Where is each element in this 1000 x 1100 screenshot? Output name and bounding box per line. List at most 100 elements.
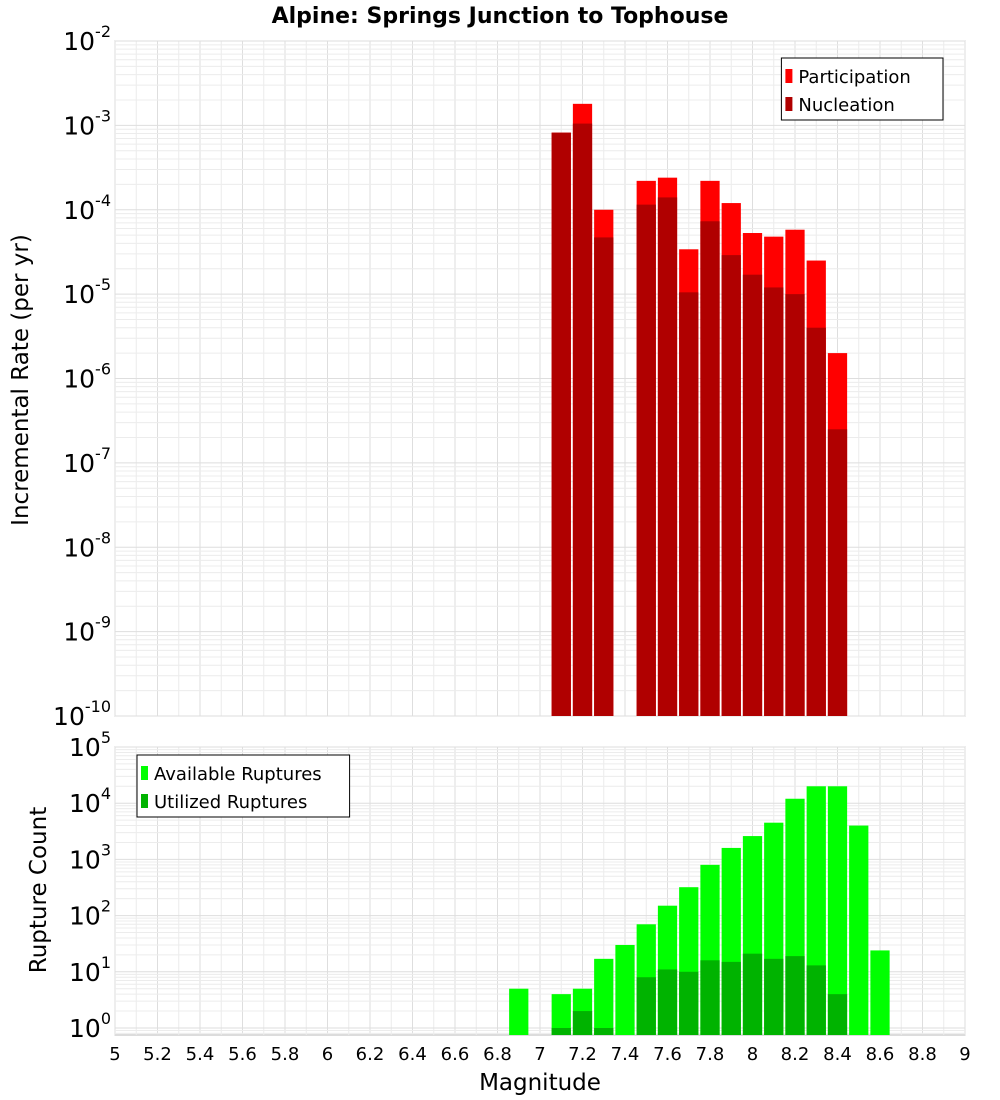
bottom-series-2	[551, 953, 848, 1035]
bar	[806, 327, 826, 716]
bar	[785, 294, 805, 716]
legend-label: Available Ruptures	[154, 764, 322, 785]
x-tick-label: 6.2	[356, 1044, 385, 1065]
bar	[700, 221, 720, 716]
y-tick-base: 10	[63, 449, 95, 478]
legend-label: Utilized Ruptures	[154, 792, 307, 813]
chart-title: Alpine: Springs Junction to Tophouse	[272, 4, 729, 29]
bar	[721, 255, 741, 716]
legend-swatch	[785, 97, 793, 111]
y-tick-exponent: -7	[95, 444, 111, 463]
bar	[764, 958, 784, 1035]
y-tick-base: 10	[69, 1014, 101, 1043]
x-tick-label: 5.8	[271, 1044, 300, 1065]
bottom-y-axis-label: Rupture Count	[26, 807, 52, 973]
bottom-legend: Available Ruptures Utilized Ruptures	[136, 754, 351, 818]
y-tick-exponent: 0	[101, 1009, 111, 1028]
y-tick-exponent: -9	[95, 613, 111, 632]
bar	[572, 123, 593, 716]
y-tick-exponent: 1	[101, 953, 111, 972]
y-tick-label: 104	[69, 784, 111, 818]
bar	[657, 969, 678, 1035]
x-tick-label: 5.6	[228, 1044, 257, 1065]
y-tick-exponent: -10	[85, 697, 111, 716]
x-tick-label: 7.6	[653, 1044, 682, 1065]
y-tick-label: 10-10	[53, 697, 111, 731]
bottom-bars	[509, 786, 890, 1035]
y-tick-exponent: 2	[101, 897, 111, 916]
y-tick-exponent: -8	[95, 528, 111, 547]
y-tick-base: 10	[69, 733, 101, 762]
x-tick-label: 5.2	[143, 1044, 172, 1065]
legend-box	[780, 57, 944, 121]
y-tick-base: 10	[69, 902, 101, 931]
y-tick-base: 10	[63, 533, 95, 562]
bar	[679, 292, 699, 716]
bar	[742, 274, 763, 716]
x-tick-label: 6.8	[483, 1044, 512, 1065]
legend-box	[136, 754, 351, 818]
bar	[594, 958, 614, 1035]
y-tick-label: 103	[69, 840, 111, 874]
y-tick-exponent: -5	[95, 275, 111, 294]
y-tick-base: 10	[63, 280, 95, 309]
y-tick-exponent: 4	[101, 784, 111, 803]
bar	[572, 1011, 593, 1035]
bar	[636, 977, 656, 1035]
bar	[827, 786, 848, 1035]
y-tick-label: 10-4	[63, 191, 111, 225]
x-tick-label: 9	[959, 1044, 970, 1065]
y-tick-label: 10-8	[63, 528, 111, 562]
y-tick-label: 10-5	[63, 275, 111, 309]
x-tick-label: 7.8	[696, 1044, 725, 1065]
y-tick-label: 10-7	[63, 444, 111, 478]
legend-label: Nucleation	[798, 95, 894, 116]
bar	[679, 971, 699, 1035]
top-legend: Participation Nucleation	[780, 57, 944, 121]
bar	[827, 994, 848, 1035]
y-tick-base: 10	[63, 196, 95, 225]
bar	[594, 237, 614, 716]
y-tick-label: 100	[69, 1009, 111, 1043]
bar	[806, 965, 826, 1035]
bar	[551, 994, 571, 1035]
y-tick-label: 101	[69, 953, 111, 987]
y-tick-label: 102	[69, 897, 111, 931]
x-tick-label: 7.4	[611, 1044, 640, 1065]
x-tick-label: 6.4	[398, 1044, 427, 1065]
y-tick-base: 10	[69, 845, 101, 874]
y-tick-base: 10	[53, 702, 85, 731]
legend-swatch	[141, 766, 148, 780]
x-tick-label: 6.6	[441, 1044, 470, 1065]
x-tick-label: 5.4	[186, 1044, 215, 1065]
y-tick-base: 10	[63, 111, 95, 140]
bar	[870, 950, 890, 1035]
x-tick-label: 8.4	[823, 1044, 852, 1065]
bar	[721, 961, 741, 1035]
bar	[594, 1027, 614, 1035]
x-tick-label: 8	[747, 1044, 758, 1065]
top-series-2	[551, 123, 848, 717]
x-tick-label: 5	[109, 1044, 120, 1065]
y-tick-exponent: -2	[95, 22, 111, 41]
bar	[764, 287, 784, 716]
legend-label: Participation	[798, 67, 910, 88]
y-tick-exponent: -6	[95, 360, 111, 379]
y-tick-base: 10	[63, 27, 95, 56]
y-tick-label: 105	[69, 728, 111, 762]
x-tick-label: 6	[322, 1044, 333, 1065]
y-tick-label: 10-2	[63, 22, 111, 56]
y-tick-base: 10	[69, 958, 101, 987]
y-tick-exponent: 3	[101, 840, 111, 859]
bar	[551, 132, 571, 716]
y-tick-label: 10-6	[63, 360, 111, 394]
legend-swatch	[141, 794, 148, 808]
y-tick-label: 10-3	[63, 106, 111, 140]
bar	[615, 944, 635, 1035]
x-axis-label: Magnitude	[479, 1070, 601, 1096]
y-tick-base: 10	[63, 618, 95, 647]
